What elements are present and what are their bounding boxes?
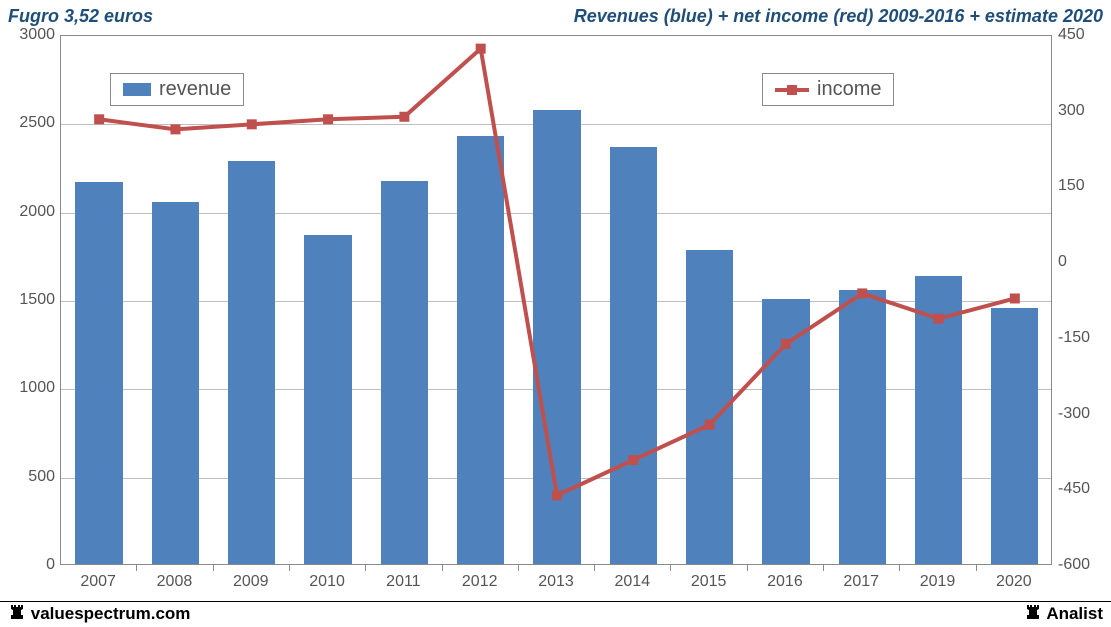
y-left-tick-label: 1500 [10, 291, 55, 309]
x-tick [518, 565, 519, 571]
x-tick-label: 2009 [233, 573, 269, 591]
revenue-bar [991, 308, 1038, 564]
legend-revenue-swatch [123, 83, 151, 96]
x-tick-label: 2016 [767, 573, 803, 591]
x-tick [442, 565, 443, 571]
x-tick [747, 565, 748, 571]
header-title-left: Fugro 3,52 euros [8, 6, 153, 27]
revenue-bar [610, 147, 657, 564]
x-tick-label: 2011 [386, 573, 420, 591]
chart-header: Fugro 3,52 euros Revenues (blue) + net i… [0, 0, 1111, 28]
y-right-tick-label: 450 [1058, 26, 1085, 44]
revenue-bar [839, 290, 886, 564]
income-marker [399, 112, 409, 122]
x-tick-label: 2015 [691, 573, 727, 591]
footer-left-text: valuespectrum.com [31, 604, 191, 623]
income-marker [323, 114, 333, 124]
x-tick [976, 565, 977, 571]
rook-icon [8, 603, 26, 626]
y-left-tick-label: 2500 [10, 114, 55, 132]
x-tick-label: 2017 [843, 573, 879, 591]
y-left-tick-label: 0 [10, 556, 55, 574]
x-tick-label: 2013 [538, 573, 574, 591]
revenue-bar [915, 276, 962, 564]
plot-area [60, 35, 1052, 565]
y-right-tick-label: 300 [1058, 102, 1085, 120]
revenue-bar [533, 110, 580, 564]
legend-revenue: revenue [110, 73, 244, 106]
y-left-tick-label: 3000 [10, 26, 55, 44]
chart-footer: valuespectrum.com Analist [0, 601, 1111, 627]
y-right-tick-label: -450 [1058, 480, 1090, 498]
x-tick-label: 2010 [309, 573, 345, 591]
revenue-bar [457, 136, 504, 564]
y-right-tick-label: 150 [1058, 177, 1085, 195]
y-left-tick-label: 2000 [10, 203, 55, 221]
revenue-bar [686, 250, 733, 564]
income-marker [476, 44, 486, 54]
revenue-bar [762, 299, 809, 564]
x-tick-label: 2014 [615, 573, 651, 591]
x-tick [899, 565, 900, 571]
x-tick [365, 565, 366, 571]
x-tick-label: 2012 [462, 573, 498, 591]
x-tick-label: 2020 [996, 573, 1032, 591]
x-tick [823, 565, 824, 571]
y-left-tick-label: 500 [10, 468, 55, 486]
income-marker [170, 124, 180, 134]
y-right-tick-label: -300 [1058, 405, 1090, 423]
revenue-bar [381, 181, 428, 564]
x-tick-label: 2007 [80, 573, 116, 591]
x-tick [670, 565, 671, 571]
x-tick [213, 565, 214, 571]
footer-right-text: Analist [1046, 604, 1103, 623]
legend-income: income [762, 73, 894, 106]
revenue-bar [228, 161, 275, 564]
income-marker [94, 114, 104, 124]
x-tick [289, 565, 290, 571]
x-tick [136, 565, 137, 571]
revenue-bar [75, 182, 122, 564]
legend-revenue-label: revenue [159, 78, 231, 101]
y-left-tick-label: 1000 [10, 379, 55, 397]
revenue-bar [304, 235, 351, 564]
footer-left: valuespectrum.com [8, 603, 190, 626]
x-tick-label: 2019 [920, 573, 956, 591]
rook-icon [1024, 603, 1042, 626]
footer-right: Analist [1024, 603, 1103, 626]
header-title-right: Revenues (blue) + net income (red) 2009-… [574, 6, 1103, 27]
x-tick [594, 565, 595, 571]
revenue-bar [152, 202, 199, 564]
y-right-tick-label: 0 [1058, 253, 1067, 271]
legend-income-swatch [775, 88, 809, 92]
y-right-tick-label: -150 [1058, 329, 1090, 347]
legend-income-label: income [817, 78, 881, 101]
y-right-tick-label: -600 [1058, 556, 1090, 574]
chart-container: Fugro 3,52 euros Revenues (blue) + net i… [0, 0, 1111, 627]
x-tick-label: 2008 [157, 573, 193, 591]
